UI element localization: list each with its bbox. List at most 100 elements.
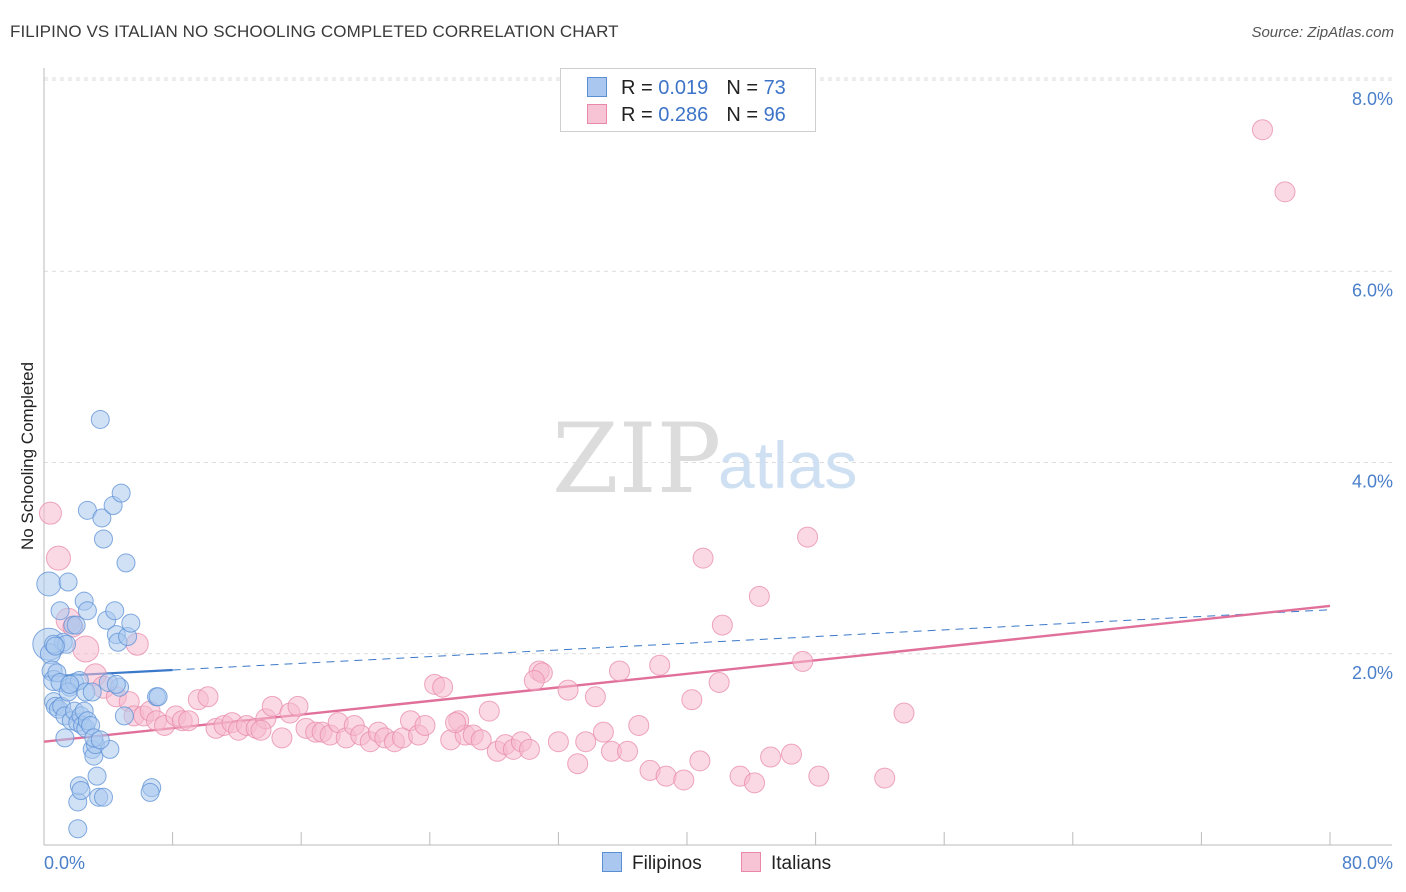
legend-n-value: 96 [763, 104, 786, 126]
italian-point [575, 731, 597, 753]
italian-point [592, 721, 614, 743]
italian-point [478, 700, 500, 722]
legend-r-value: 0.286 [658, 104, 709, 126]
italian-point [567, 753, 589, 775]
italian-point [445, 712, 467, 734]
filipino-point [93, 787, 113, 807]
italian-point [287, 695, 309, 717]
filipino-trend-dashed [172, 609, 1331, 671]
grid-lines [44, 77, 1392, 655]
filipino-point [58, 572, 78, 592]
italian-point [874, 767, 896, 789]
italian-point [692, 547, 714, 569]
italian-point [673, 769, 695, 791]
filipino-point [92, 508, 112, 528]
legend-r-label: R = [621, 104, 659, 126]
filipinos-legend-label: Filipinos [632, 853, 702, 874]
italian-point [1251, 119, 1273, 141]
italian-point [689, 750, 711, 772]
italian-point [649, 654, 671, 676]
watermark-atlas: atlas [718, 428, 857, 502]
legend-row-italians: R = 0.286 N = 96 [587, 104, 786, 126]
filipino-point [55, 728, 75, 748]
filipino-point [71, 780, 91, 800]
filipino-point [90, 409, 110, 429]
italians-legend-label: Italians [770, 853, 832, 874]
italian-point [748, 585, 770, 607]
italian-point [261, 695, 283, 717]
italian-point [518, 738, 540, 760]
source-label: Source: ZipAtlas.com [1251, 24, 1394, 41]
series-legend-filipinos: Filipinos [602, 852, 702, 875]
filipino-point [36, 571, 62, 597]
x-tick-label-min: 0.0% [44, 853, 85, 873]
legend-r-label: R = [621, 77, 659, 99]
italian-point [628, 714, 650, 736]
y-tick-label: 2.0% [1352, 663, 1393, 683]
italian-point [797, 526, 819, 548]
x-tick-label-max: 80.0% [1342, 853, 1393, 873]
filipino-point [114, 706, 134, 726]
filipino-point [93, 529, 113, 549]
tick-labels: 2.0% 4.0% 6.0% 8.0% 0.0% 80.0% [44, 89, 1393, 873]
filipino-point [68, 819, 88, 839]
italian-point [780, 743, 802, 765]
filipino-point [106, 674, 126, 694]
axes [43, 68, 1392, 846]
filipino-point [116, 553, 136, 573]
y-tick-label: 8.0% [1352, 89, 1393, 109]
filipino-point [77, 601, 97, 621]
italians-swatch [740, 852, 761, 872]
y-axis-label: No Schooling Completed [18, 362, 37, 550]
italian-point [557, 679, 579, 701]
legend-n-value: 73 [763, 77, 786, 99]
legend-swatch-filipinos [587, 77, 607, 97]
data-points [32, 119, 1296, 839]
filipino-point [66, 615, 86, 635]
filipino-point [105, 601, 125, 621]
legend-n-label: N = [726, 104, 764, 126]
italian-point [72, 635, 100, 663]
italian-point [178, 710, 200, 732]
italian-point [470, 729, 492, 751]
series-legend-italians: Italians [740, 852, 832, 875]
legend-r-value: 0.019 [658, 77, 709, 99]
italian-point [608, 660, 630, 682]
italian-point [744, 772, 766, 794]
italian-point [414, 714, 436, 736]
italian-point [250, 719, 272, 741]
legend-swatch-italians [587, 104, 607, 124]
italian-point [711, 614, 733, 636]
filipino-point [60, 674, 80, 694]
italian-point [808, 765, 830, 787]
italian-point [271, 727, 293, 749]
italian-point [197, 686, 219, 708]
italian-point [584, 686, 606, 708]
italian-point [708, 671, 730, 693]
filipino-point [90, 730, 110, 750]
italian-point [523, 670, 545, 692]
italian-point [432, 676, 454, 698]
filipino-point [140, 782, 160, 802]
legend-n-label: N = [726, 77, 764, 99]
italian-point [681, 689, 703, 711]
filipino-point [50, 601, 70, 621]
italian-point [655, 765, 677, 787]
series-legend: Filipinos Italians [602, 852, 865, 875]
filipino-point [45, 636, 65, 656]
italian-point [1274, 181, 1296, 203]
italian-point [617, 740, 639, 762]
filipino-point [111, 483, 131, 503]
filipinos-swatch [602, 852, 622, 872]
filipino-point [87, 766, 107, 786]
italian-point [792, 650, 814, 672]
italian-point [45, 545, 71, 571]
legend: R = 0.019 N = 73 R = 0.286 N = 96 [560, 68, 816, 132]
italian-point [893, 702, 915, 724]
italian-point [760, 746, 782, 768]
watermark-zip: ZIP [552, 403, 721, 515]
italian-point [547, 731, 569, 753]
italian-point [38, 501, 62, 525]
filipino-point [148, 687, 168, 707]
